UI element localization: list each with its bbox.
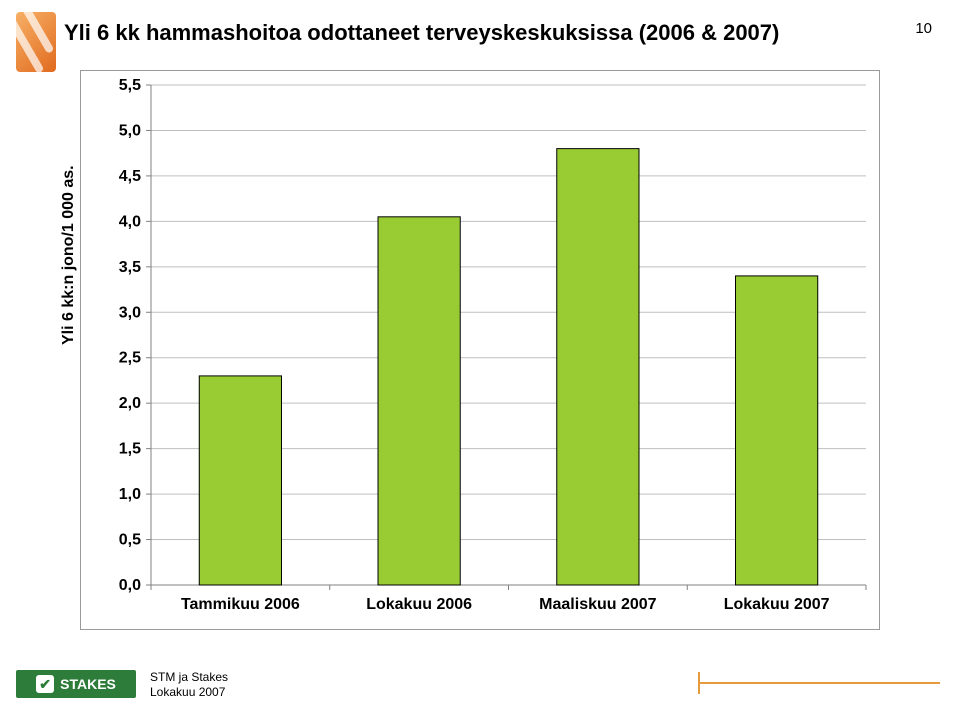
svg-text:Maaliskuu 2007: Maaliskuu 2007 xyxy=(539,596,657,613)
svg-text:1,0: 1,0 xyxy=(119,486,141,503)
bar xyxy=(378,217,460,585)
check-icon: ✔ xyxy=(36,675,54,693)
footer-line2: Lokakuu 2007 xyxy=(150,685,228,700)
svg-text:0,0: 0,0 xyxy=(119,577,141,594)
bar-chart: 0,0 0,5 1,0 1,5 2,0 2,5 3,0 3,5 4,0 4,5 5,0 5,5 Tamm… xyxy=(81,71,881,631)
svg-text:Lokakuu 2007: Lokakuu 2007 xyxy=(724,596,830,613)
svg-text:0,5: 0,5 xyxy=(119,532,141,549)
y-axis-label: Yli 6 kk:n jono/1 000 as. xyxy=(60,165,78,345)
page-title: Yli 6 kk hammashoitoa odottaneet terveys… xyxy=(64,20,779,46)
svg-text:1,5: 1,5 xyxy=(119,441,141,458)
bar xyxy=(199,376,281,585)
footer-logo: ✔ STAKES xyxy=(16,670,136,698)
page-number: 10 xyxy=(915,20,932,37)
bar xyxy=(557,149,639,585)
svg-text:5,5: 5,5 xyxy=(119,77,141,94)
footer-logo-text: STAKES xyxy=(60,676,116,692)
svg-text:Lokakuu 2006: Lokakuu 2006 xyxy=(366,596,472,613)
svg-text:3,0: 3,0 xyxy=(119,304,141,321)
svg-text:3,5: 3,5 xyxy=(119,259,141,276)
svg-text:4,5: 4,5 xyxy=(119,168,141,185)
footer-text: STM ja Stakes Lokakuu 2007 xyxy=(150,670,228,700)
svg-text:5,0: 5,0 xyxy=(119,122,141,139)
footer-accent-bar xyxy=(700,682,940,684)
svg-text:Tammikuu 2006: Tammikuu 2006 xyxy=(181,596,300,613)
bar xyxy=(736,276,818,585)
decorative-badge xyxy=(16,12,56,72)
footer-line1: STM ja Stakes xyxy=(150,670,228,685)
svg-text:2,0: 2,0 xyxy=(119,395,141,412)
chart-container: 0,0 0,5 1,0 1,5 2,0 2,5 3,0 3,5 4,0 4,5 5,0 5,5 Tamm… xyxy=(80,70,880,630)
svg-text:2,5: 2,5 xyxy=(119,350,141,367)
svg-text:4,0: 4,0 xyxy=(119,213,141,230)
